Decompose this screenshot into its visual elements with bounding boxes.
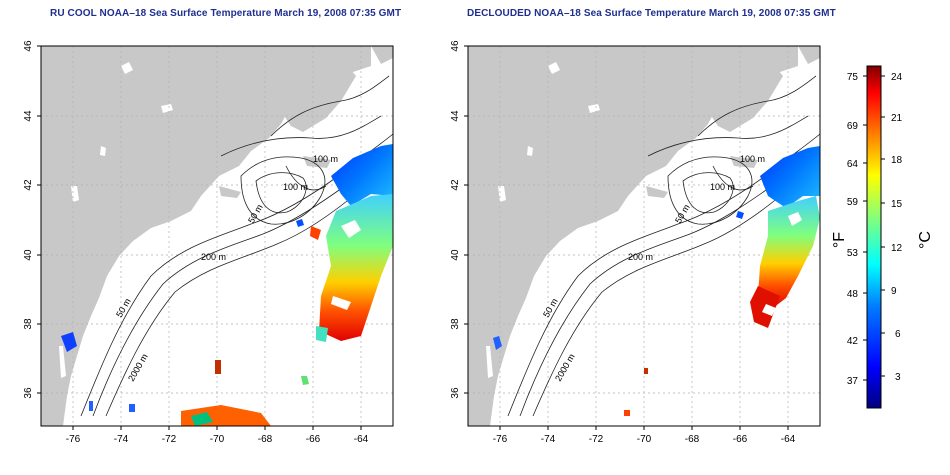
left-y-tick: 42 [23,179,34,191]
colorbar-f-tick: 53 [847,248,859,259]
colorbar-gradient [866,65,882,409]
right-x-tick: -70 [637,434,652,445]
colorbar-f-tick: 69 [847,121,859,132]
right-x-tick: -72 [589,434,604,445]
right-y-tick: 38 [450,318,461,330]
colorbar-f-tick: 64 [847,159,859,170]
right-contour-label-4: 200 m [628,252,653,262]
left-map-panel: 100 m 100 m 50 m 200 m 50 m 2000 m -76 -… [23,40,394,445]
colorbar-f-tick: 75 [847,72,859,83]
colorbar-f-tick: 48 [847,289,859,300]
left-x-tick: -74 [114,434,129,445]
left-y-tick: 46 [23,40,34,52]
left-x-tick: -66 [306,434,321,445]
right-contour-label-1: 100 m [740,154,765,164]
left-panel-title: RU COOL NOAA–18 Sea Surface Temperature … [50,8,402,19]
right-contour-label-6: 2000 m [553,352,577,383]
left-x-tick: -76 [66,434,81,445]
fahrenheit-unit-label: °F [831,232,848,248]
colorbar-c-tick: 18 [891,155,903,166]
colorbar-c-tick: 6 [895,329,901,340]
celsius-unit-label: °C [917,231,934,249]
right-sst-overlay [493,146,820,416]
right-x-tick: -76 [493,434,508,445]
left-x-tick: -70 [210,434,225,445]
right-x-tick: -74 [541,434,556,445]
right-panel-title: DECLOUDED NOAA–18 Sea Surface Temperatur… [467,8,836,19]
right-y-tick: 44 [450,110,461,122]
left-x-tick: -68 [258,434,273,445]
left-x-tick: -64 [354,434,369,445]
right-map-panel: 100 m 100 m 50 m 200 m 50 m 2000 m -76 -… [450,40,821,445]
colorbar-f-tick: 42 [847,336,859,347]
left-sst-overlay [61,144,393,426]
colorbar-c-tick: 15 [891,199,903,210]
colorbar-c-tick: 24 [891,72,903,83]
colorbar-c-tick: 21 [891,113,903,124]
left-y-tick: 36 [23,387,34,399]
right-y-tick: 40 [450,249,461,261]
right-x-tick: -68 [685,434,700,445]
colorbar-c-tick: 9 [891,286,897,297]
right-y-tick: 42 [450,179,461,191]
colorbar-c-tick: 12 [891,243,903,254]
left-contour-label-2: 100 m [283,182,308,192]
right-x-tick: -64 [781,434,796,445]
left-y-tick: 40 [23,249,34,261]
left-contour-label-1: 100 m [313,154,338,164]
left-y-tick: 44 [23,110,34,122]
right-y-tick: 46 [450,40,461,52]
colorbar-c-tick: 3 [895,372,901,383]
left-contour-label-4: 200 m [201,252,226,262]
left-contour-label-6: 2000 m [126,352,150,383]
left-y-tick: 38 [23,318,34,330]
colorbar-f-tick: 37 [847,376,859,387]
right-contour-label-2: 100 m [710,182,735,192]
left-x-tick: -72 [162,434,177,445]
right-y-tick: 36 [450,387,461,399]
temperature-colorbar: 75 69 64 59 53 48 42 37 24 21 18 15 12 9… [831,65,934,409]
right-x-tick: -66 [733,434,748,445]
colorbar-f-tick: 59 [847,197,859,208]
